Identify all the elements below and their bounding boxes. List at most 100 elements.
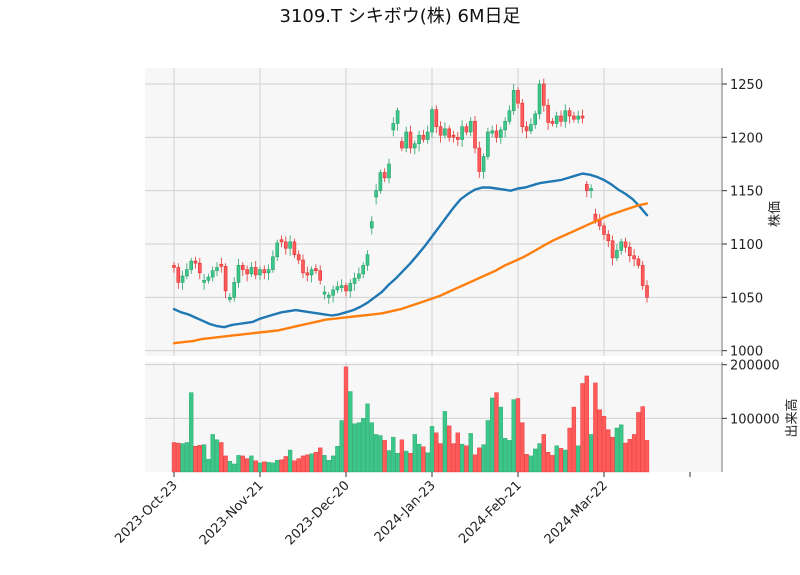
candle-body <box>619 241 624 251</box>
x-tick-label: 2023-Oct-23 <box>112 478 180 546</box>
volume-bar <box>481 444 486 473</box>
candle-body <box>602 225 606 235</box>
volume-bar <box>528 455 534 473</box>
candle-body <box>185 269 189 277</box>
volume-bar <box>292 460 297 473</box>
volume-bar <box>180 443 185 473</box>
candle-body <box>615 250 619 259</box>
candle-body <box>425 131 430 140</box>
candle-body <box>606 234 611 242</box>
chart-title: 3109.T シキボウ(株) 6M日足 <box>279 6 521 27</box>
candle-body <box>623 241 628 248</box>
volume-bar <box>567 427 572 473</box>
candle-body <box>301 259 305 274</box>
candle-body <box>391 123 396 131</box>
candle-body <box>494 130 499 138</box>
candle-body <box>443 128 447 136</box>
candle-body <box>460 126 464 140</box>
volume-bar <box>249 455 254 473</box>
candle-body <box>245 269 249 275</box>
x-tick-label: 2023-Dec-20 <box>283 478 353 548</box>
candle-body <box>215 267 219 271</box>
x-tick-label: 2023-Nov-21 <box>197 478 267 548</box>
candle-body <box>503 121 507 131</box>
volume-bar <box>326 459 331 473</box>
candle-body <box>610 240 615 259</box>
volume-bar <box>176 442 181 473</box>
candle-body <box>198 262 202 274</box>
candle-body <box>567 110 572 117</box>
volume-bar <box>511 399 516 473</box>
candle-body <box>387 163 391 179</box>
volume-bar <box>206 458 211 473</box>
candle-body <box>283 241 288 249</box>
volume-bar <box>300 455 306 473</box>
volume-bar <box>593 382 598 473</box>
volume-bar <box>244 458 250 473</box>
volume-bar <box>395 453 400 473</box>
candle-body <box>236 265 241 283</box>
candle-body <box>326 294 331 298</box>
volume-bar <box>550 455 555 473</box>
volume-bar <box>399 439 405 473</box>
volume-bar <box>266 462 271 473</box>
volume-bar <box>214 439 220 473</box>
volume-bar <box>477 447 482 473</box>
volume-bar <box>313 451 319 473</box>
candle-body <box>288 241 292 249</box>
volume-bar <box>507 440 512 473</box>
candle-body <box>296 254 301 261</box>
candle-body <box>516 90 520 104</box>
volume-bar <box>382 440 387 473</box>
volume-bar <box>515 398 521 473</box>
volume-bar <box>339 420 344 473</box>
candle-body <box>202 279 206 283</box>
candle-body <box>249 267 254 275</box>
candle-body <box>438 126 443 136</box>
candle-body <box>318 270 323 281</box>
volume-bar <box>322 455 327 473</box>
candle-body <box>529 124 533 132</box>
volume-bar <box>253 460 258 473</box>
candle-body <box>357 273 361 279</box>
candle-body <box>408 131 413 149</box>
volume-bar <box>455 432 460 473</box>
candle-body <box>271 256 275 270</box>
volume-bar <box>485 420 491 473</box>
candle-body <box>559 115 563 122</box>
volume-bar <box>619 424 624 473</box>
volume-bar <box>240 455 245 473</box>
volume-bar <box>335 446 340 473</box>
candle-body <box>374 190 378 198</box>
volume-bar <box>219 442 224 473</box>
candle-body <box>348 283 353 292</box>
candle-body <box>490 130 495 134</box>
x-tick-label: 2024-Jan-23 <box>372 478 439 545</box>
volume-bar <box>275 459 280 473</box>
volume-bar <box>386 450 392 473</box>
candle-body <box>331 289 335 296</box>
volume-bar <box>270 462 276 473</box>
volume-bar <box>356 422 362 473</box>
volume-bar <box>537 443 542 473</box>
candle-body <box>645 285 649 298</box>
candle-body <box>223 266 228 292</box>
volume-bar <box>614 427 620 473</box>
candle-body <box>554 115 559 124</box>
volume-bar <box>520 422 525 473</box>
volume-bar <box>296 458 301 473</box>
volume-bar <box>610 436 615 473</box>
volume-bar <box>421 446 426 473</box>
volume-tick-label: 200000 <box>730 359 780 374</box>
candle-body <box>400 141 404 149</box>
volume-bar <box>451 443 456 473</box>
candle-body <box>309 269 314 276</box>
volume-bar <box>391 436 396 473</box>
candle-body <box>176 267 181 283</box>
price-tick-label: 1100 <box>730 238 763 253</box>
volume-bar <box>236 455 241 473</box>
volume-bar <box>601 415 607 473</box>
volume-bar <box>541 434 546 473</box>
candle-body <box>172 265 176 268</box>
